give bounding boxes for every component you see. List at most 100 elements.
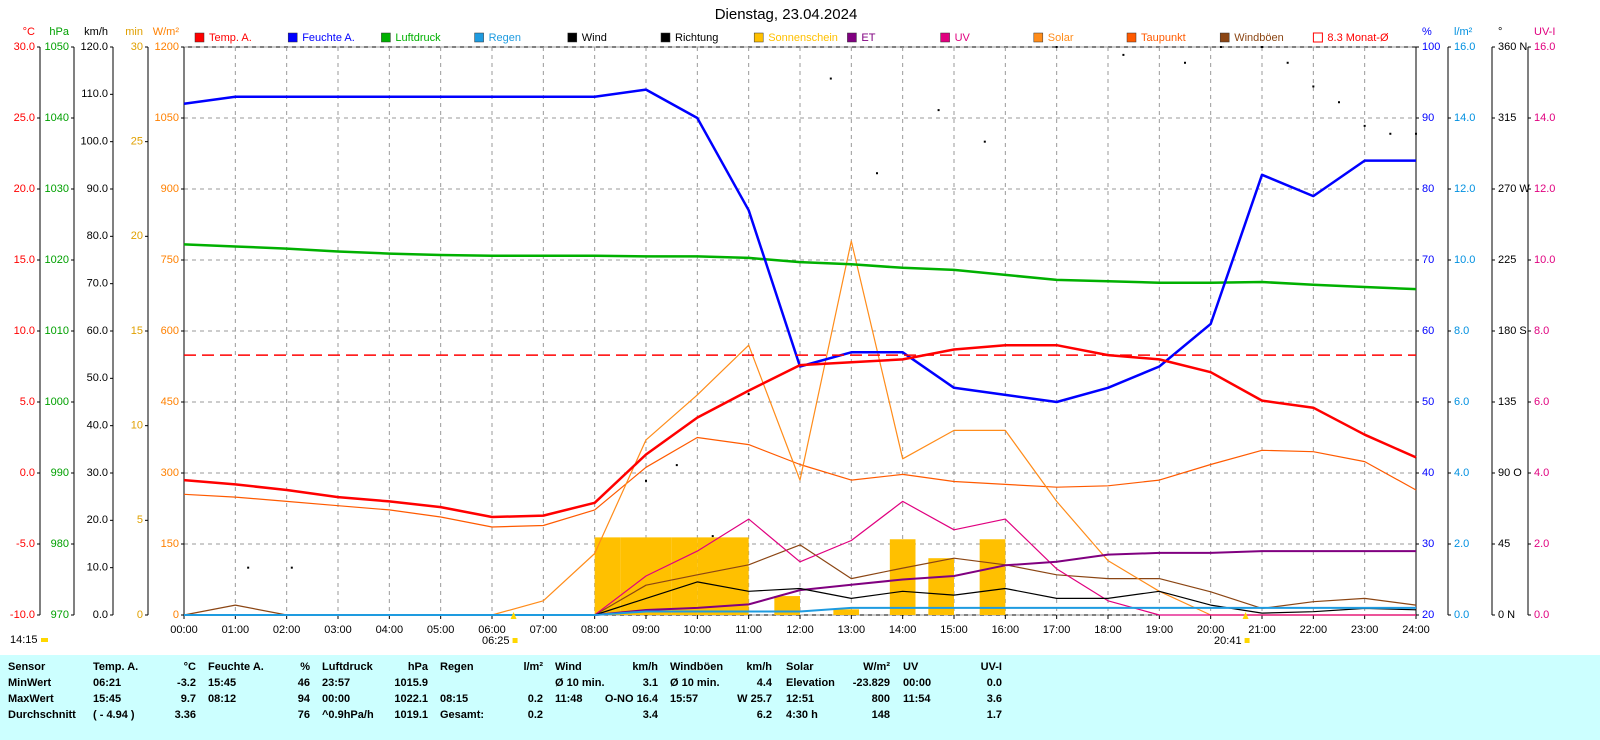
- y-tick-label: 10: [131, 420, 143, 432]
- table-cell: ( - 4.94 ): [93, 709, 135, 721]
- table-cell: 6.2: [757, 709, 772, 721]
- legend-label: Feuchte A.: [302, 32, 355, 44]
- table-cell: 9.7: [181, 693, 196, 705]
- x-tick-label: 19:00: [1146, 624, 1174, 636]
- direction-dot: [1312, 85, 1315, 88]
- legend-label: 8.3 Monat-Ø: [1327, 32, 1389, 44]
- sun-time-marker: [1244, 638, 1250, 643]
- sunshine-bar: [723, 537, 749, 615]
- table-cell: 12:51: [786, 693, 814, 705]
- table-cell: 11:54: [903, 693, 931, 705]
- table-cell: MaxWert: [8, 693, 54, 705]
- table-cell: °C: [184, 661, 196, 673]
- sunshine-bar: [620, 537, 646, 615]
- series-line: [184, 606, 1416, 616]
- x-tick-label: 08:00: [581, 624, 609, 636]
- table-background: [0, 655, 1600, 740]
- axis-unit: hPa: [49, 26, 69, 38]
- direction-dot: [1261, 46, 1263, 48]
- y-tick-label: 4.0: [1454, 467, 1469, 479]
- y-tick-label: 1010: [45, 325, 69, 337]
- y-tick-label: 900: [161, 183, 179, 195]
- y-tick-label: 0 N: [1498, 609, 1515, 621]
- y-tick-label: 30.0: [87, 467, 108, 479]
- y-tick-label: -10.0: [10, 609, 35, 621]
- y-tick-label: 135: [1498, 396, 1516, 408]
- y-tick-label: 60.0: [87, 325, 108, 337]
- table-cell: 4:30 h: [786, 709, 818, 721]
- direction-dot: [290, 566, 293, 569]
- y-tick-label: 25.0: [14, 112, 35, 124]
- y-tick-label: -5.0: [16, 538, 35, 550]
- y-tick-label: 315: [1498, 112, 1516, 124]
- legend-swatch: [474, 32, 484, 43]
- table-cell: Durchschnitt: [8, 709, 76, 721]
- table-cell: 3.36: [175, 709, 196, 721]
- x-tick-label: 15:00: [940, 624, 968, 636]
- y-tick-label: 1200: [155, 41, 179, 53]
- table-cell: 08:15: [440, 693, 468, 705]
- direction-dot: [747, 393, 750, 396]
- y-tick-label: 0.0: [1534, 609, 1549, 621]
- x-tick-label: 16:00: [992, 624, 1020, 636]
- y-tick-label: 14.0: [1534, 112, 1555, 124]
- x-tick-label: 07:00: [530, 624, 558, 636]
- sun-time-marker: [512, 638, 518, 643]
- x-tick-label: 17:00: [1043, 624, 1071, 636]
- axis-unit: l/m²: [1454, 26, 1473, 38]
- series-line: [183, 436, 1417, 528]
- x-tick-label: 12:00: [786, 624, 814, 636]
- y-tick-label: 15: [131, 325, 143, 337]
- axis-unit: °: [1498, 26, 1502, 38]
- legend-label: UV: [955, 32, 971, 44]
- table-cell: Ø 10 min.: [670, 677, 720, 689]
- y-tick-label: 990: [51, 467, 69, 479]
- y-tick-label: 1050: [155, 112, 179, 124]
- x-tick-label: 14:00: [889, 624, 917, 636]
- direction-dot: [711, 535, 714, 538]
- table-cell: Sensor: [8, 661, 46, 673]
- y-tick-label: 10.0: [1534, 254, 1555, 266]
- y-tick-label: 600: [161, 325, 179, 337]
- legend-swatch: [567, 32, 578, 43]
- y-tick-label: 1020: [45, 254, 69, 266]
- y-tick-label: 40.0: [87, 420, 108, 432]
- table-cell: km/h: [746, 661, 772, 673]
- x-tick-label: 05:00: [427, 624, 455, 636]
- y-tick-label: 30.0: [14, 41, 35, 53]
- y-tick-label: 12.0: [1454, 183, 1475, 195]
- table-cell: km/h: [632, 661, 658, 673]
- stats-table: Sensor Temp. A. °C Feuchte A.% Luftdruck hPa R…: [8, 661, 1002, 721]
- legend-swatch: [1033, 32, 1044, 43]
- table-cell: 4.4: [757, 677, 773, 689]
- table-cell: 46: [298, 677, 310, 689]
- direction-dot: [247, 566, 250, 569]
- y-tick-label: 60: [1422, 325, 1434, 337]
- y-tick-label: 100.0: [80, 136, 108, 148]
- x-tick-label: 04:00: [376, 624, 404, 636]
- table-cell: 23:57: [322, 677, 350, 689]
- table-cell: 1022.1: [394, 693, 428, 705]
- table-cell: 15:45: [208, 677, 236, 689]
- table-cell: Luftdruck: [322, 661, 374, 673]
- table-cell: 3.1: [643, 677, 658, 689]
- table-cell: 1019.1: [394, 709, 428, 721]
- y-tick-label: 20: [1422, 609, 1434, 621]
- y-tick-label: 0.0: [1454, 609, 1469, 621]
- legend-swatch: [1126, 32, 1137, 43]
- y-tick-label: 4.0: [1534, 467, 1549, 479]
- table-cell: 148: [872, 709, 890, 721]
- y-tick-label: 0: [173, 609, 179, 621]
- updated-time: 14:15: [10, 634, 38, 646]
- table-cell: 1.7: [987, 709, 1002, 721]
- direction-dot: [829, 77, 832, 80]
- x-tick-label: 23:00: [1351, 624, 1379, 636]
- sunshine-bar: [594, 537, 621, 615]
- sunshine-bar: [928, 558, 954, 615]
- table-cell: -3.2: [177, 677, 196, 689]
- table-cell: MinWert: [8, 677, 52, 689]
- x-tick-label: 10:00: [684, 624, 712, 636]
- table-cell: Wind: [555, 661, 582, 673]
- table-cell: Windböen: [670, 661, 723, 673]
